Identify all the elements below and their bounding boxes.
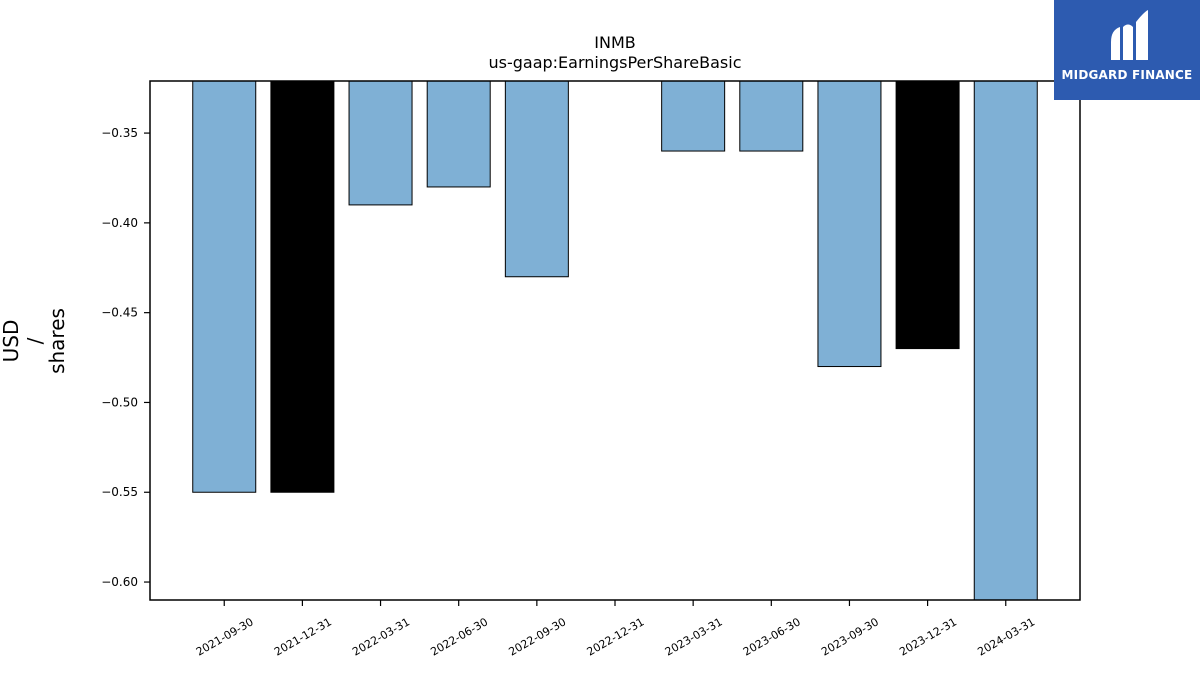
x-tick-label: 2022-09-30 xyxy=(506,615,568,658)
x-tick-label: 2023-06-30 xyxy=(741,615,803,658)
x-tick-label: 2022-12-31 xyxy=(585,615,647,658)
x-tick-label: 2022-06-30 xyxy=(428,615,490,658)
y-axis-label-line-2: / xyxy=(23,337,47,344)
y-axis-ticks: −0.35 −0.40 −0.45 −0.50 −0.55 −0.60 xyxy=(101,126,150,589)
bars-layer xyxy=(192,80,1038,601)
y-tick-label: −0.50 xyxy=(101,395,138,409)
x-tick-label: 2024-03-31 xyxy=(975,615,1037,658)
y-axis-label-line-1: USD xyxy=(0,320,23,363)
chart-subtitle: us-gaap:EarningsPerShareBasic xyxy=(488,53,741,72)
brand-logo: MIDGARD FINANCE xyxy=(1054,0,1200,100)
y-axis-label-line-3: shares xyxy=(45,308,69,374)
bar-2023-12-31 xyxy=(895,80,960,350)
y-tick-label: −0.40 xyxy=(101,216,138,230)
midgard-logo-icon xyxy=(1111,10,1148,60)
bar-2023-09-30 xyxy=(817,80,882,368)
y-tick-label: −0.55 xyxy=(101,485,138,499)
bar-2023-03-31 xyxy=(661,80,726,152)
bar-2024-03-31 xyxy=(973,80,1038,601)
x-tick-label: 2023-12-31 xyxy=(897,615,959,658)
bar-2023-06-30 xyxy=(739,80,804,152)
bar-2022-06-30 xyxy=(426,80,491,188)
plot-area-frame xyxy=(149,80,1081,601)
bar-2021-12-31 xyxy=(270,80,335,493)
y-axis-label: USD / shares xyxy=(0,308,69,374)
x-axis-ticks: 2021-09-30 2021-12-31 2022-03-31 2022-06-30… xyxy=(194,600,1037,659)
bar-2021-09-30 xyxy=(192,80,257,493)
bar-2022-09-30 xyxy=(504,80,569,278)
y-tick-label: −0.45 xyxy=(101,306,138,320)
x-tick-label: 2021-12-31 xyxy=(272,615,334,658)
y-tick-label: −0.35 xyxy=(101,126,138,140)
x-tick-label: 2023-03-31 xyxy=(663,615,725,658)
bar-2022-03-31 xyxy=(348,80,413,206)
x-tick-label: 2022-03-31 xyxy=(350,615,412,658)
y-tick-label: −0.60 xyxy=(101,575,138,589)
logo-text: MIDGARD FINANCE xyxy=(1061,68,1193,82)
chart-title: INMB xyxy=(594,33,635,52)
x-tick-label: 2021-09-30 xyxy=(194,615,256,658)
x-tick-label: 2023-09-30 xyxy=(819,615,881,658)
